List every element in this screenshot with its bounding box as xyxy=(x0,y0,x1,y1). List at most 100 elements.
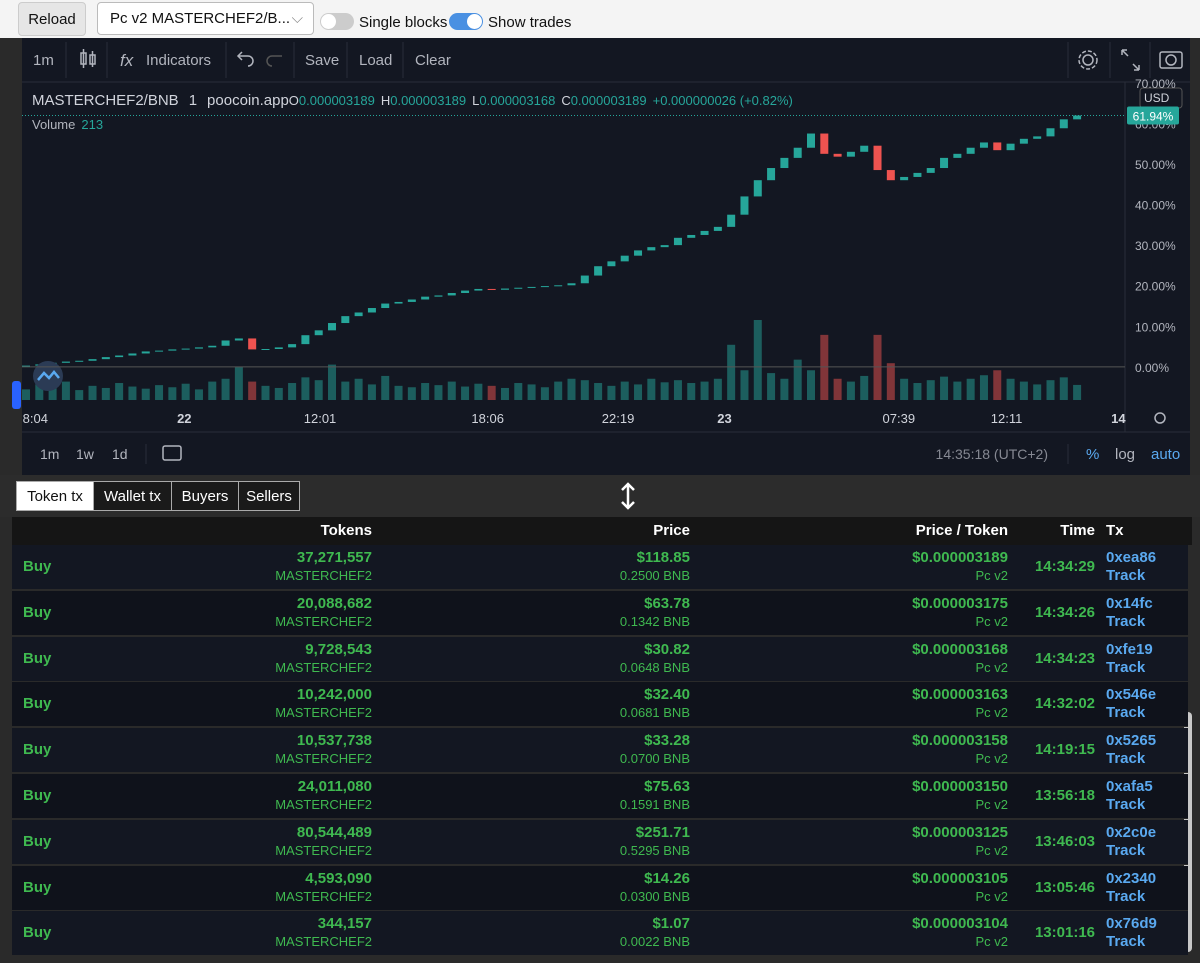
resize-icon[interactable] xyxy=(618,482,638,510)
price-bnb: 0.0648 BNB xyxy=(619,659,690,675)
x-tick-label: 12:11 xyxy=(991,411,1023,426)
exchange: Pc v2 xyxy=(975,797,1008,812)
volume-bar xyxy=(500,387,509,400)
volume-bar xyxy=(128,386,137,400)
tx-hash[interactable]: 0x76d9 xyxy=(1106,915,1157,933)
candle xyxy=(407,299,416,302)
volume-bar xyxy=(447,381,456,400)
tx-hash[interactable]: 0x546e xyxy=(1106,686,1157,704)
price-usd: $14.26 xyxy=(644,869,690,887)
indicators-button[interactable]: Indicators xyxy=(146,52,211,69)
tab[interactable]: Buyers xyxy=(171,481,239,511)
track-link[interactable]: Track xyxy=(1106,933,1146,951)
track-link[interactable]: Track xyxy=(1106,841,1146,859)
tx-hash[interactable]: 0x2340 xyxy=(1106,869,1157,887)
toolbar-dividers xyxy=(65,42,1151,78)
candle xyxy=(314,330,323,336)
candle xyxy=(913,172,922,177)
x-tick-label: 18:06 xyxy=(471,411,504,426)
x-tick-label: 22 xyxy=(177,411,191,426)
volume-bar xyxy=(780,378,789,400)
scale-button[interactable]: auto xyxy=(1151,446,1180,463)
candle xyxy=(221,340,230,346)
candle xyxy=(820,133,829,154)
range-button[interactable]: 1w xyxy=(76,446,95,462)
settings-icon[interactable] xyxy=(1154,412,1166,424)
range-button[interactable]: 1m xyxy=(40,446,59,462)
reload-button[interactable]: Reload xyxy=(18,2,86,36)
save-button[interactable]: Save xyxy=(305,52,339,69)
tx-hash[interactable]: 0xafa5 xyxy=(1106,778,1153,795)
tx-hash[interactable]: 0x5265 xyxy=(1106,732,1157,750)
token-amount: 10,242,000 xyxy=(296,686,372,704)
time: 14:19:15 xyxy=(1034,741,1095,759)
exchange: Pc v2 xyxy=(975,842,1008,858)
single-blocks-toggle[interactable] xyxy=(320,13,354,30)
candle xyxy=(607,261,616,267)
candle xyxy=(341,316,350,324)
candle xyxy=(993,142,1002,151)
load-button[interactable]: Load xyxy=(359,52,392,69)
track-link[interactable]: Track xyxy=(1106,567,1146,584)
interval-button[interactable]: 1m xyxy=(33,52,54,69)
candle xyxy=(926,168,935,173)
volume-bar xyxy=(367,384,376,400)
price-per-token: $0.000003189 xyxy=(912,549,1008,566)
single-blocks-label: Single blocks xyxy=(359,14,448,31)
y-tick-label: 40.00% xyxy=(1135,199,1176,213)
volume-bar xyxy=(168,387,177,400)
y-tick-label: 50.00% xyxy=(1135,158,1176,172)
volume-bar xyxy=(913,383,922,400)
volume-bar xyxy=(48,387,57,400)
token-amount: 10,537,738 xyxy=(296,732,372,750)
track-link[interactable]: Track xyxy=(1106,612,1146,630)
candle xyxy=(740,196,749,215)
tx-hash[interactable]: 0x2c0e xyxy=(1106,823,1157,841)
table-row: Buy 4,593,090 MASTERCHEF2 $14.26 0.0300 BNB $… xyxy=(12,865,1188,911)
candle xyxy=(780,157,789,169)
tx-hash[interactable]: 0x14fc xyxy=(1106,594,1153,612)
candle xyxy=(328,323,337,331)
scale-button[interactable]: log xyxy=(1115,446,1135,463)
range-button[interactable]: 1d xyxy=(112,446,128,462)
track-link[interactable]: Track xyxy=(1106,704,1146,722)
side-handle[interactable] xyxy=(12,381,21,409)
scale-button[interactable]: % xyxy=(1086,446,1099,463)
price-per-token: $0.000003105 xyxy=(912,869,1008,887)
symbol: MASTERCHEF2/BNB xyxy=(32,92,179,109)
price-per-token: $0.000003125 xyxy=(912,823,1008,841)
exchange: Pc v2 xyxy=(975,705,1008,721)
track-link[interactable]: Track xyxy=(1106,887,1146,905)
track-link[interactable]: Track xyxy=(1106,658,1146,676)
volume-bar xyxy=(155,385,164,400)
candle xyxy=(514,287,523,289)
show-trades-toggle[interactable] xyxy=(449,13,483,30)
volume-bar xyxy=(554,381,563,400)
volume-bar xyxy=(514,383,523,400)
tab[interactable]: Token tx xyxy=(16,481,94,511)
track-link[interactable]: Track xyxy=(1106,750,1146,768)
volume-bar xyxy=(793,359,802,400)
tx-hash[interactable]: 0xfe19 xyxy=(1106,640,1153,658)
candle xyxy=(21,365,30,367)
clear-button[interactable]: Clear xyxy=(415,52,451,69)
price-bnb: 0.0700 BNB xyxy=(619,751,690,767)
pair-select[interactable]: Pc v2 MASTERCHEF2/B... ⌵ xyxy=(97,2,314,35)
tab[interactable]: Wallet tx xyxy=(93,481,172,511)
track-link[interactable]: Track xyxy=(1106,796,1146,813)
tx-hash[interactable]: 0xea86 xyxy=(1106,549,1157,566)
x-tick-label: 14 xyxy=(1111,411,1126,426)
candle xyxy=(1046,128,1055,137)
tab[interactable]: Sellers xyxy=(238,481,300,511)
trade-type: Buy xyxy=(23,741,52,759)
volume-bar xyxy=(873,334,882,400)
volume-bar xyxy=(474,383,483,400)
scrollbar[interactable] xyxy=(1184,712,1192,952)
svg-text:fx: fx xyxy=(120,51,134,70)
price-per-token: $0.000003175 xyxy=(912,594,1008,612)
candle xyxy=(128,353,137,356)
volume-bar xyxy=(248,381,257,400)
volume-bar xyxy=(407,387,416,400)
candle xyxy=(567,283,576,286)
